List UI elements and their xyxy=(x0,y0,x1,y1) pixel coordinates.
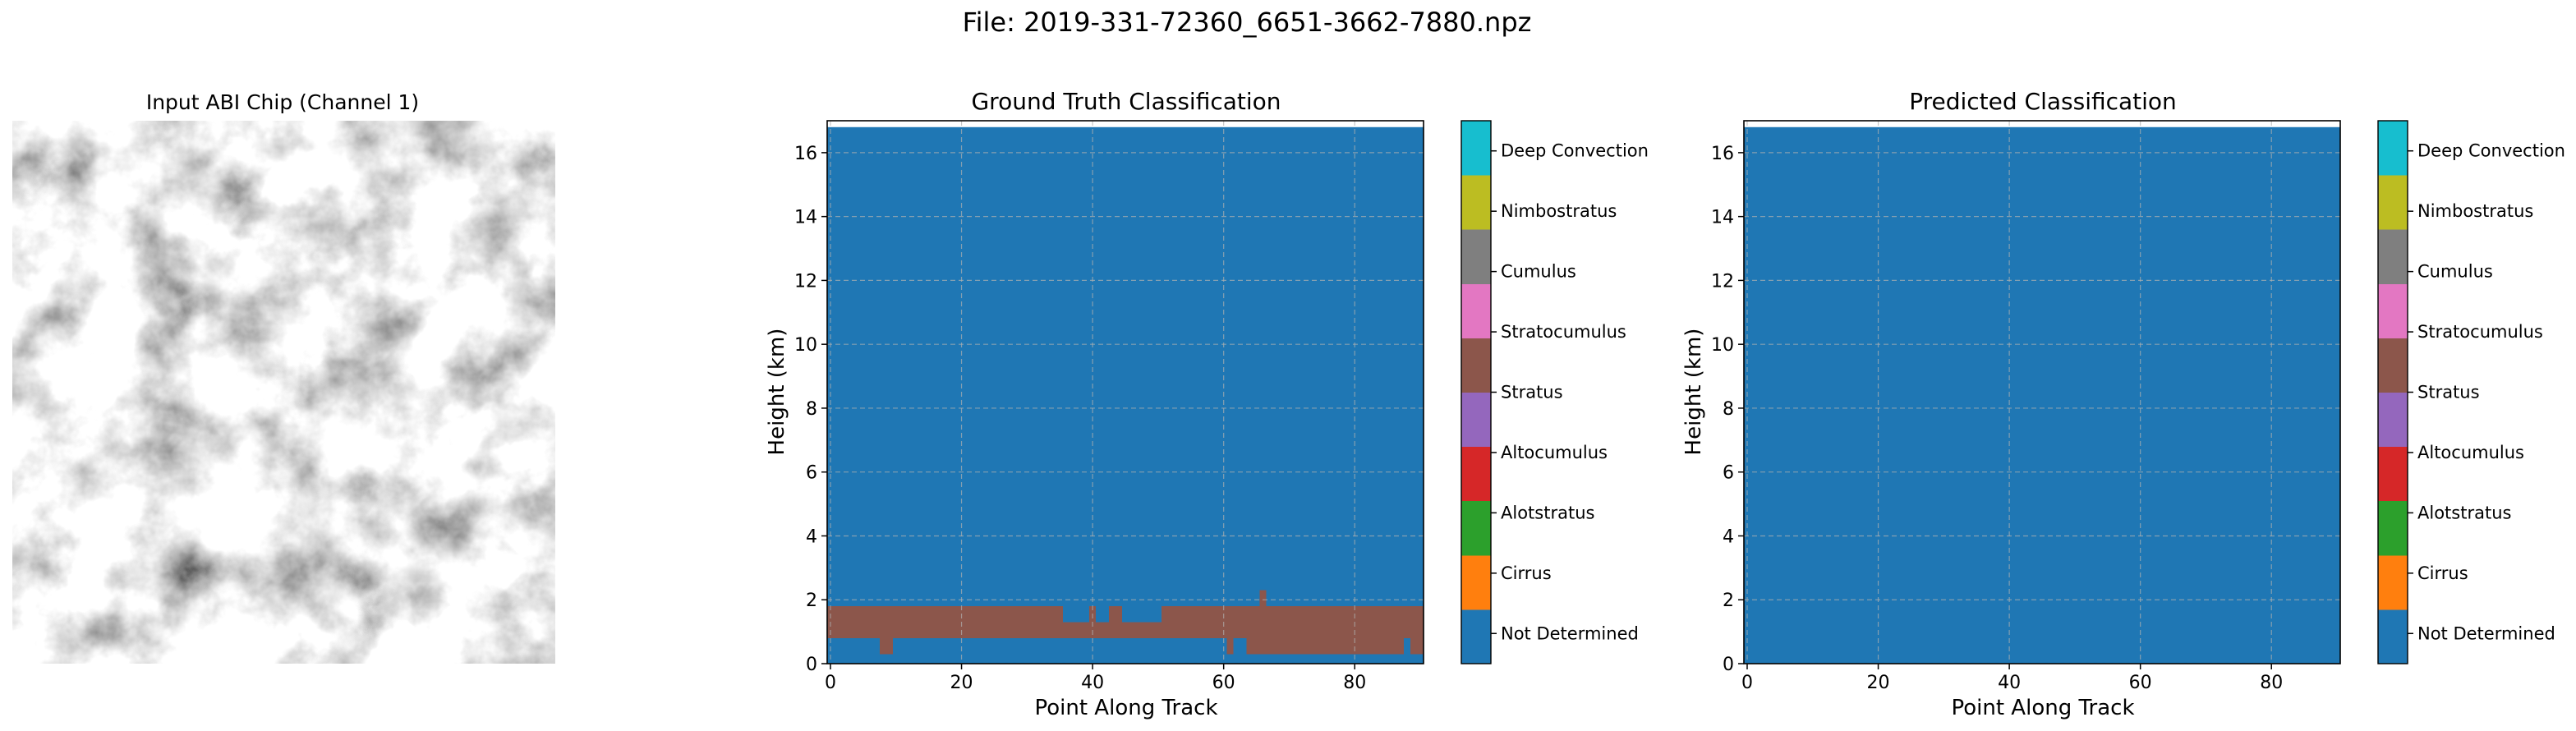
predicted-plot-area: 0 20 40 60 80 0 2 4 6 8 10 12 14 16 xyxy=(1711,120,2341,693)
predicted-xlabel: Point Along Track xyxy=(1951,696,2134,720)
colorbar-label: Stratus xyxy=(1501,383,1563,402)
colorbar-label: Deep Convection xyxy=(1501,141,1649,161)
colorbar-segment xyxy=(1461,338,1491,393)
y-tick-label: 14 xyxy=(1711,208,1734,228)
axes-frame xyxy=(826,120,1424,664)
figure-title: File: 2019-331-72360_6651-3662-7880.npz xyxy=(963,7,1532,38)
x-tick-label: 40 xyxy=(1998,673,2021,693)
ground-truth-ylabel: Height (km) xyxy=(765,329,789,456)
colorbar-segment xyxy=(2378,175,2408,230)
colorbar-label: Deep Convection xyxy=(2417,141,2565,161)
y-tick-label: 10 xyxy=(794,335,817,356)
colorbar-segment xyxy=(2378,229,2408,284)
colorbar-label: Stratocumulus xyxy=(2417,322,2543,342)
ground-truth-xlabel: Point Along Track xyxy=(1034,696,1217,720)
colorbar-label: Cirrus xyxy=(1501,563,1552,583)
predicted-title: Predicted Classification xyxy=(1909,88,2177,115)
y-tick-label: 14 xyxy=(794,208,817,228)
colorbar-label: Alotstratus xyxy=(1501,503,1594,522)
y-tick-label: 2 xyxy=(1723,591,1734,611)
colorbar-segment xyxy=(1461,554,1491,610)
y-tick-label: 8 xyxy=(1723,399,1734,420)
image-panel-title: Input ABI Chip (Channel 1) xyxy=(146,90,419,114)
colorbar-label: Stratus xyxy=(2417,383,2480,402)
colorbar-label: Altocumulus xyxy=(1501,443,1608,462)
y-tick-label: 10 xyxy=(1711,335,1734,356)
x-tick-label: 60 xyxy=(1212,673,1235,693)
predicted-colorbar: Not Determined Cirrus Alotstratus Altocumul… xyxy=(2377,120,2565,664)
class-region xyxy=(1226,637,1234,655)
colorbar-label: Stratocumulus xyxy=(1501,322,1626,342)
x-tick-label: 60 xyxy=(2129,673,2152,693)
colorbar-label: Cumulus xyxy=(1501,262,1576,282)
colorbar-label: Not Determined xyxy=(1501,623,1639,643)
predicted-panel: Predicted Classification 0 20 40 60 80 0 2 4 6 8 1… xyxy=(1681,88,2565,720)
y-tick-label: 8 xyxy=(806,399,817,420)
y-tick-label: 16 xyxy=(794,144,817,164)
x-tick-label: 0 xyxy=(825,673,836,693)
classification-background xyxy=(827,126,1424,664)
colorbar-segment xyxy=(1461,609,1491,664)
colorbar-segment xyxy=(2378,500,2408,556)
colorbar-segment xyxy=(2378,283,2408,338)
y-tick-label: 6 xyxy=(1723,463,1734,484)
colorbar-label: Nimbostratus xyxy=(1501,201,1617,221)
colorbar-segment xyxy=(1461,392,1491,448)
colorbar-segment xyxy=(2378,609,2408,664)
colorbar-label: Nimbostratus xyxy=(2417,201,2533,221)
ground-truth-colorbar: Not Determined Cirrus Alotstratus Altocumul… xyxy=(1460,120,1649,664)
class-region xyxy=(1246,637,1405,655)
colorbar-segment xyxy=(2378,121,2408,176)
y-tick-label: 2 xyxy=(806,591,817,611)
colorbar-segment xyxy=(1461,283,1491,338)
ground-truth-plot-area: 0 20 40 60 80 0 2 4 6 8 10 12 14 16 xyxy=(794,120,1424,693)
ground-truth-title: Ground Truth Classification xyxy=(971,88,1281,115)
x-tick-label: 40 xyxy=(1081,673,1104,693)
x-tick-label: 20 xyxy=(1867,673,1890,693)
y-tick-label: 0 xyxy=(1723,655,1734,675)
class-region xyxy=(1096,606,1110,623)
colorbar-segment xyxy=(1461,121,1491,176)
colorbar-label: Not Determined xyxy=(2417,623,2555,643)
y-tick-label: 4 xyxy=(1723,526,1734,547)
classification-background xyxy=(1744,126,2340,664)
class-region xyxy=(879,637,893,655)
colorbar-label: Cirrus xyxy=(2417,563,2468,583)
colorbar-segment xyxy=(1461,446,1491,502)
class-region xyxy=(1259,590,1267,607)
axes-frame xyxy=(1743,120,2341,664)
y-tick-label: 16 xyxy=(1711,144,1734,164)
colorbar-segment xyxy=(2378,446,2408,502)
y-tick-label: 12 xyxy=(1711,271,1734,292)
y-tick-label: 4 xyxy=(806,526,817,547)
x-tick-label: 80 xyxy=(1343,673,1366,693)
colorbar-segment xyxy=(2378,338,2408,393)
y-tick-label: 12 xyxy=(794,271,817,292)
y-tick-label: 6 xyxy=(806,463,817,484)
colorbar-segment xyxy=(1461,500,1491,556)
image-panel: Input ABI Chip (Channel 1) xyxy=(12,90,555,664)
abi-chip-image xyxy=(12,121,555,664)
colorbar-segment xyxy=(2378,554,2408,610)
class-region xyxy=(1122,606,1162,623)
x-tick-label: 80 xyxy=(2260,673,2283,693)
colorbar-segment xyxy=(1461,175,1491,230)
colorbar-segment xyxy=(2378,392,2408,448)
x-tick-label: 20 xyxy=(950,673,973,693)
ground-truth-panel: Ground Truth Classification 0 20 40 60 80 0 2 4… xyxy=(765,88,1649,720)
class-region xyxy=(1063,606,1090,623)
colorbar-label: Altocumulus xyxy=(2417,443,2524,462)
predicted-ylabel: Height (km) xyxy=(1681,329,1706,456)
colorbar-label: Cumulus xyxy=(2417,262,2493,282)
y-tick-label: 0 xyxy=(806,655,817,675)
class-region xyxy=(1410,637,1424,655)
colorbar-label: Alotstratus xyxy=(2417,503,2511,522)
colorbar-segment xyxy=(1461,229,1491,284)
x-tick-label: 0 xyxy=(1741,673,1753,693)
